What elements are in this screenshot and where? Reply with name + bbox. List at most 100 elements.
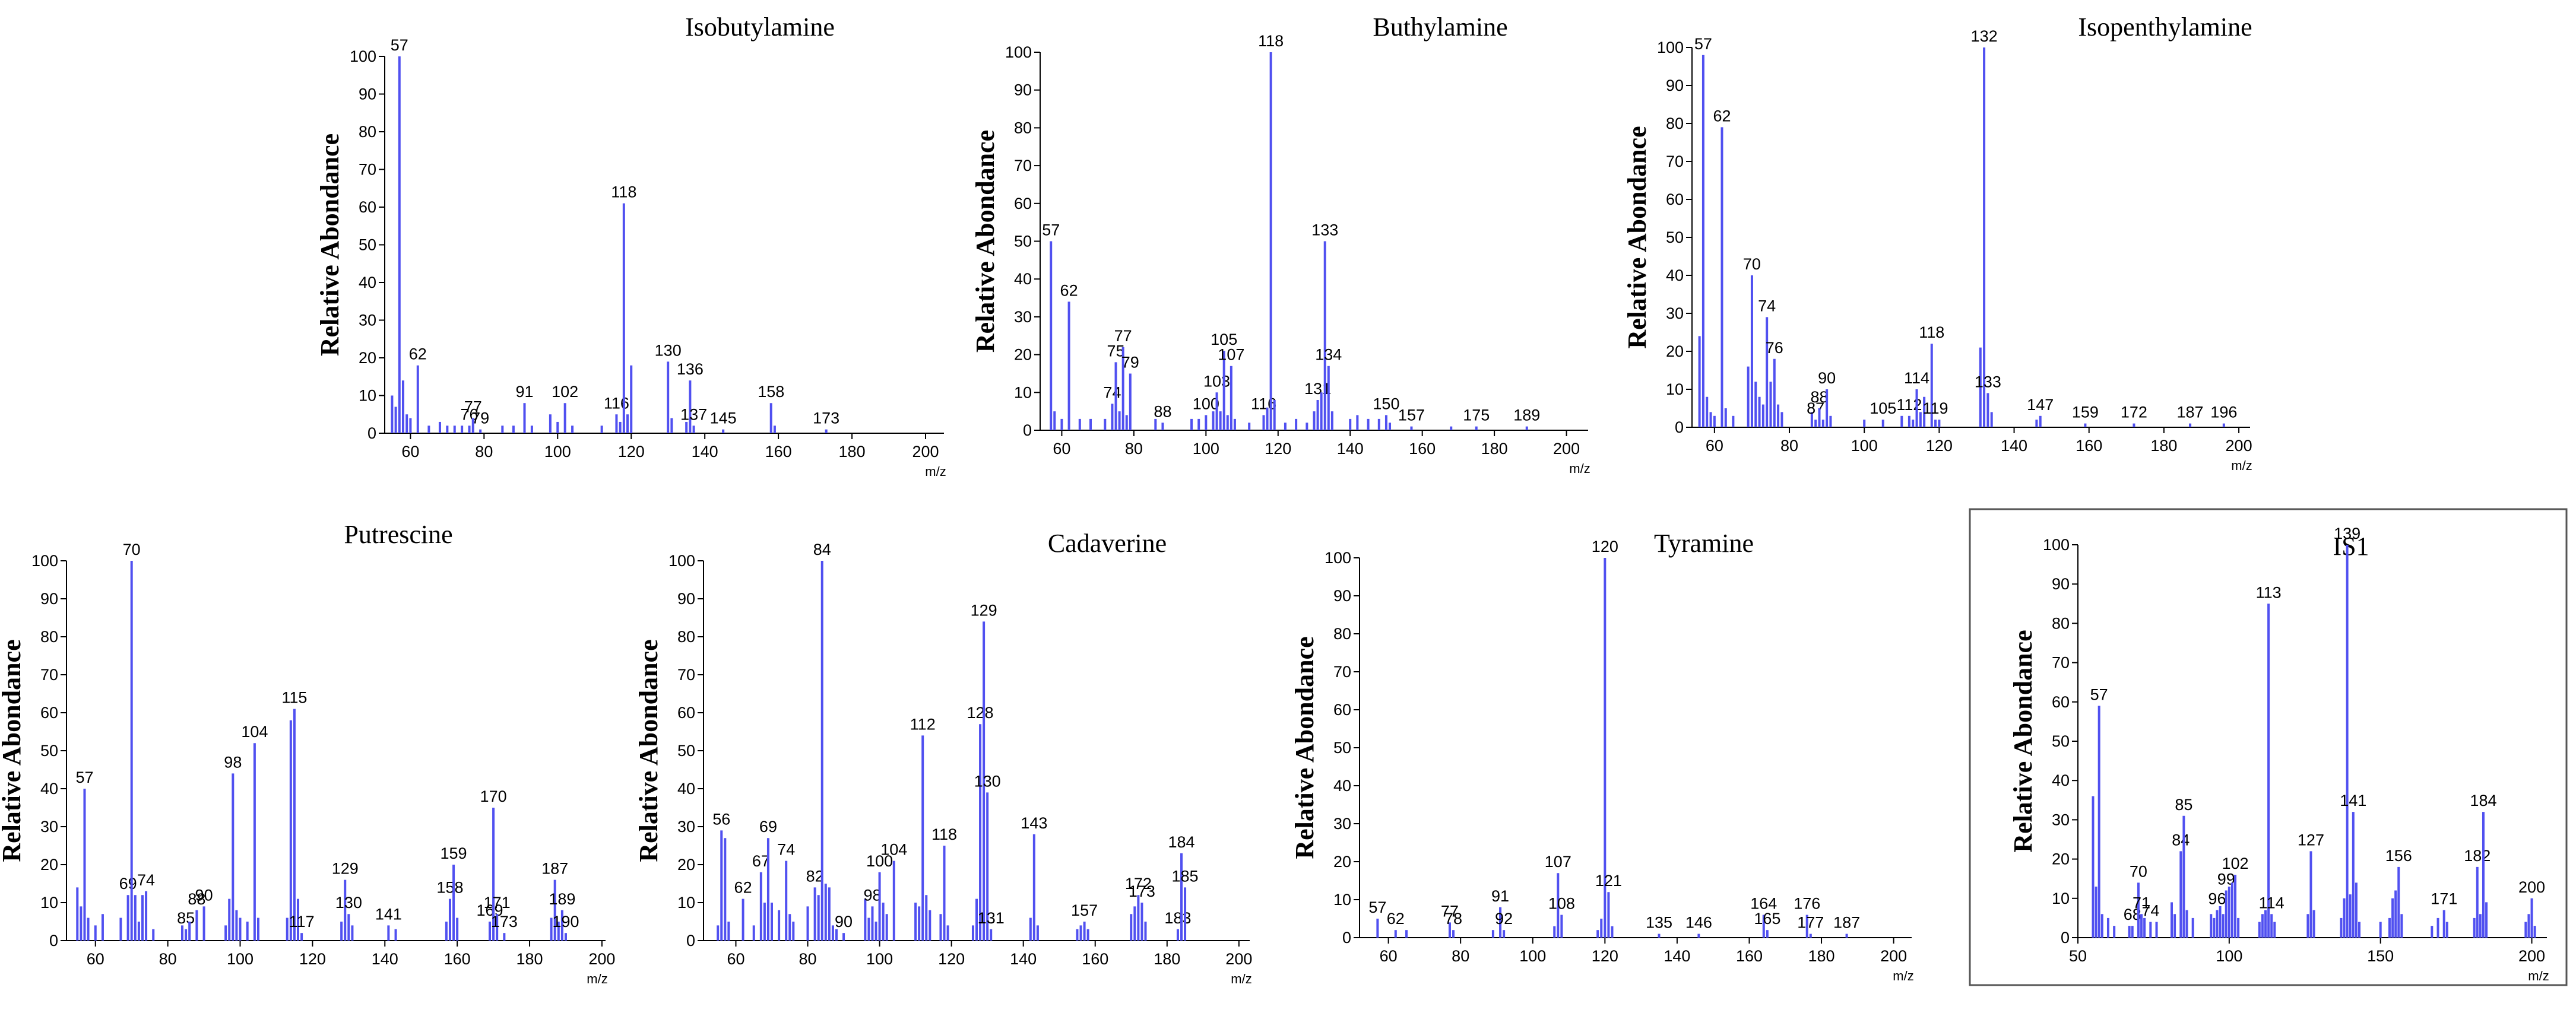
x-tick-label: 120 (1926, 437, 1953, 455)
peak-label: 115 (281, 689, 307, 707)
peak-label: 77 (464, 398, 482, 416)
y-tick-label: 0 (1675, 418, 1684, 436)
peak-label: 69 (759, 818, 777, 836)
y-tick-label: 40 (359, 274, 376, 291)
x-tick-label: 140 (2001, 437, 2027, 455)
y-tick-label: 60 (40, 704, 58, 722)
x-axis-label: m/z (2231, 458, 2252, 473)
peak-label: 131 (978, 909, 1005, 927)
x-tick-label: 180 (1154, 950, 1180, 968)
peak-label: 134 (1315, 346, 1342, 364)
y-tick-label: 40 (40, 780, 58, 798)
y-tick-label: 40 (1333, 777, 1351, 795)
peak-label: 135 (1646, 914, 1672, 932)
y-tick-label: 30 (359, 312, 376, 329)
y-tick-label: 100 (2043, 536, 2070, 554)
peak-label: 70 (1743, 255, 1761, 273)
peak-label: 176 (1794, 895, 1820, 913)
peak-label: 114 (2259, 894, 2285, 912)
x-tick-label: 160 (444, 950, 471, 968)
peak-label: 189 (549, 890, 575, 908)
peak-label: 183 (1164, 909, 1191, 927)
peak-label: 172 (1125, 875, 1152, 893)
y-tick-label: 90 (1666, 77, 1684, 94)
peak-label: 62 (1387, 910, 1405, 928)
peak-label: 62 (734, 879, 752, 897)
x-tick-label: 180 (2150, 437, 2177, 455)
y-tick-label: 60 (2052, 693, 2070, 711)
x-tick-label: 120 (618, 443, 645, 461)
x-tick-label: 80 (475, 443, 493, 461)
x-tick-label: 60 (1380, 947, 1398, 965)
peak-label: 74 (777, 841, 795, 859)
chart-title: Isobutylamine (685, 12, 835, 42)
y-tick-label: 60 (1014, 195, 1032, 212)
peak-label: 105 (1211, 331, 1237, 348)
peak-label: 57 (391, 36, 408, 54)
peak-label: 70 (123, 541, 141, 558)
y-axis-label: Relative Abondance (1623, 126, 1652, 348)
x-tick-label: 200 (2518, 947, 2545, 965)
peak-label: 200 (2518, 878, 2545, 896)
peak-label: 158 (758, 383, 784, 401)
y-axis-label: Relative Abondance (1290, 636, 1319, 859)
peak-label: 184 (2470, 792, 2496, 809)
peak-label: 104 (880, 841, 907, 859)
y-tick-label: 80 (1014, 119, 1032, 136)
x-tick-label: 60 (401, 443, 419, 461)
y-tick-label: 90 (2052, 575, 2070, 593)
peak-label: 131 (1304, 380, 1331, 398)
y-tick-label: 0 (1023, 421, 1032, 439)
x-tick-label: 140 (692, 443, 718, 461)
x-tick-label: 160 (1082, 950, 1108, 968)
peak-label: 173 (491, 913, 518, 931)
y-tick-label: 90 (1333, 587, 1351, 605)
spectrum-isobutylamine: 0 10 20 30 40 50 60 70 80 90 100 60 80 100 120 140 160 18… (315, 12, 946, 479)
y-tick-label: 70 (677, 666, 695, 684)
peak-label: 184 (1168, 833, 1194, 851)
spectrum-is1: 0 10 20 30 40 50 60 70 80 90 100 50 100 150 200 m/z Rela… (2008, 525, 2549, 983)
y-axis-label: Relative Abondance (634, 639, 663, 862)
y-tick-label: 30 (1666, 304, 1684, 322)
y-tick-label: 30 (1014, 308, 1032, 326)
peak-label: 128 (967, 704, 994, 722)
peak-label: 196 (2210, 404, 2237, 421)
y-tick-label: 50 (40, 742, 58, 760)
x-tick-label: 140 (1664, 947, 1690, 965)
y-tick-label: 10 (40, 894, 58, 912)
peak-label: 62 (1713, 107, 1731, 125)
peak-label: 190 (552, 913, 579, 931)
y-tick-label: 30 (677, 818, 695, 836)
spectrum-isopenthylamine: 0 10 20 30 40 50 60 70 80 90 100 60 80 100 120 140 160 18… (1623, 12, 2252, 473)
peak-label: 132 (1971, 27, 1998, 45)
x-tick-label: 160 (1409, 440, 1436, 458)
peak-label: 57 (1042, 221, 1060, 239)
peak-label: 118 (611, 183, 636, 201)
x-tick-label: 140 (372, 950, 398, 968)
y-tick-label: 0 (686, 932, 695, 950)
y-tick-label: 40 (2052, 771, 2070, 789)
peak-label: 139 (2334, 525, 2360, 542)
y-tick-label: 40 (1666, 266, 1684, 284)
y-tick-label: 50 (1014, 233, 1032, 250)
peak-label: 75 (1107, 342, 1124, 360)
peak-label: 129 (332, 860, 359, 878)
y-tick-label: 100 (1005, 43, 1032, 61)
peak-label: 74 (2141, 902, 2159, 920)
peak-label: 130 (655, 341, 682, 359)
x-tick-label: 100 (1193, 440, 1219, 458)
peak-label: 90 (835, 913, 853, 931)
peak-label: 117 (289, 913, 315, 931)
peak-label: 98 (863, 886, 881, 904)
peak-label: 177 (1797, 914, 1824, 932)
x-tick-label: 200 (588, 950, 615, 968)
peak-label: 62 (1060, 281, 1078, 299)
peak-label: 103 (1203, 372, 1230, 390)
peak-label: 121 (1595, 872, 1622, 890)
peak-label: 171 (2431, 890, 2457, 908)
y-tick-label: 50 (1666, 228, 1684, 246)
peak-label: 96 (2208, 890, 2226, 908)
peak-label: 57 (2090, 685, 2108, 703)
y-tick-label: 100 (1325, 549, 1351, 567)
